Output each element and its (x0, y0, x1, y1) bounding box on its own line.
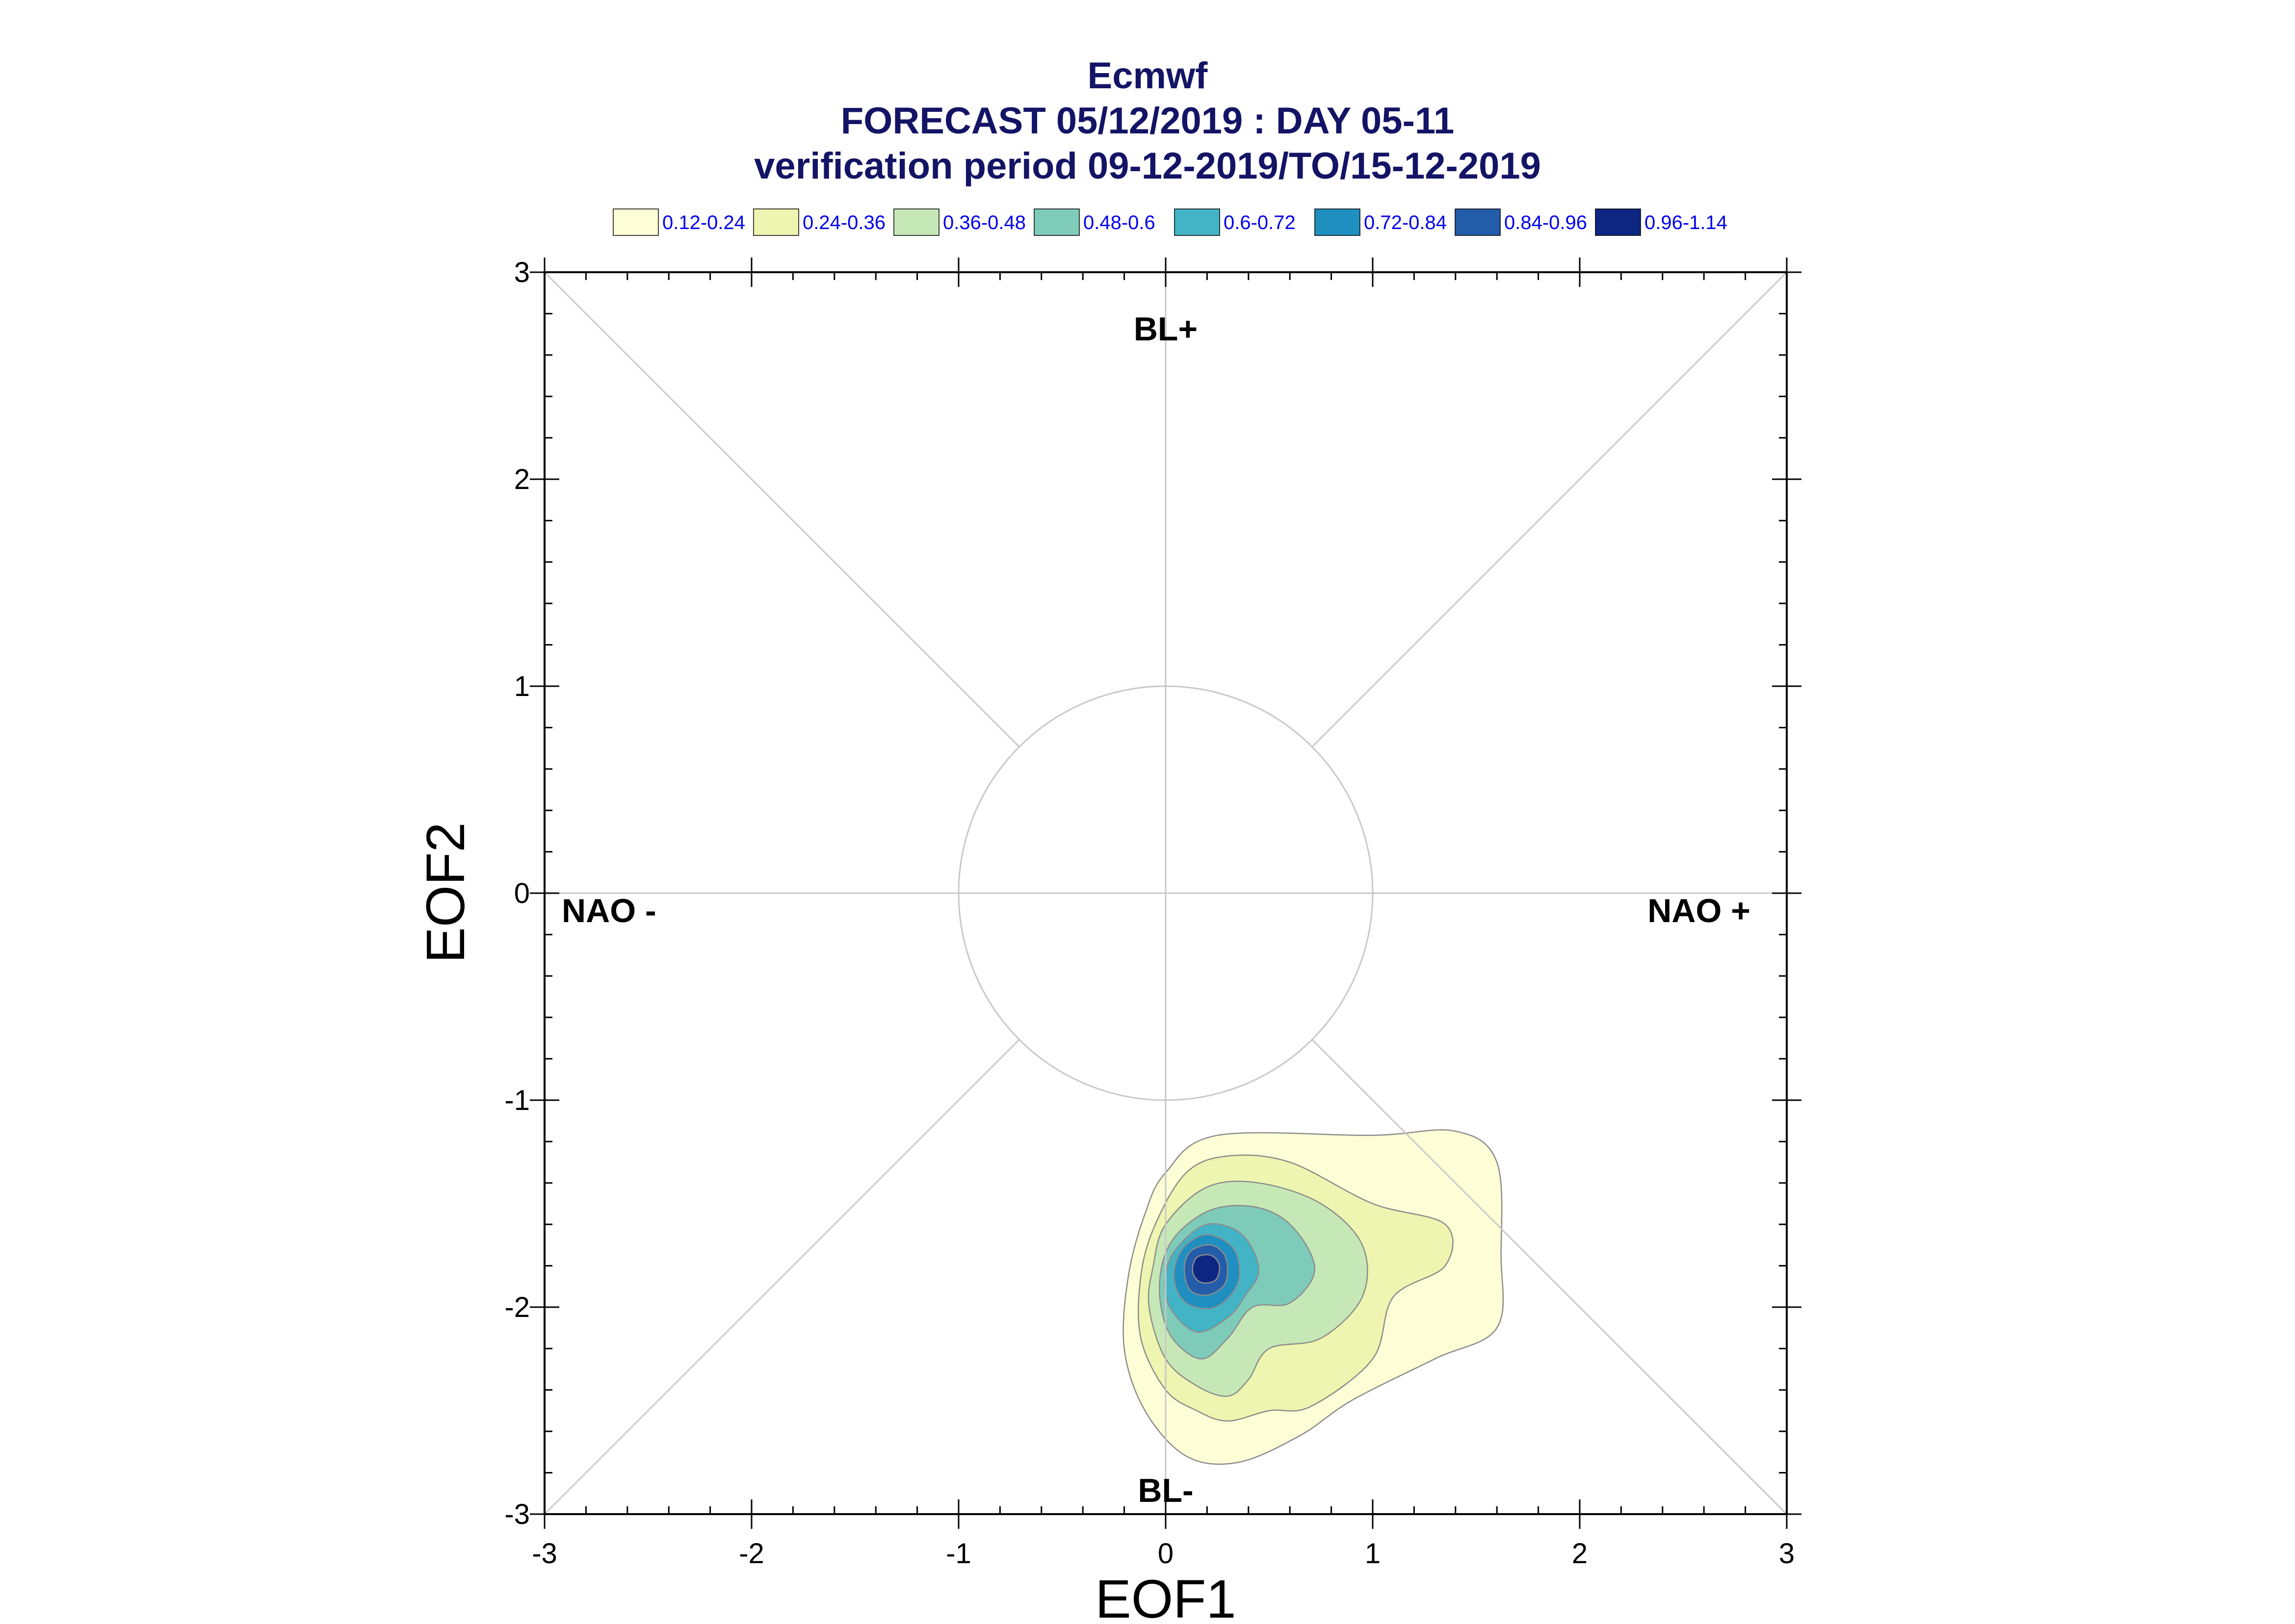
x-tick-label: -2 (739, 1538, 764, 1570)
legend-label: 0.96-1.14 (1644, 212, 1727, 233)
legend-swatch (1314, 208, 1360, 236)
y-tick-label: -2 (504, 1291, 530, 1323)
legend: 0.12-0.24 0.24-0.36 0.36-0.48 0.48-0.6 0.6-0… (613, 208, 1727, 236)
y-tick-label: -3 (504, 1498, 530, 1530)
axes: -3 -2 -1 0 1 2 3 -3 -2 -1 0 1 2 3 (504, 257, 1801, 1570)
unit-circle (958, 685, 1374, 1101)
x-tick-label: 2 (1572, 1538, 1588, 1570)
x-tick-label: 3 (1779, 1538, 1795, 1570)
x-tick-label: -3 (532, 1538, 557, 1570)
legend-swatch (1455, 208, 1501, 236)
y-axis-label: EOF2 (416, 822, 476, 963)
legend-label: 0.24-0.36 (803, 212, 886, 233)
legend-label: 0.6-0.72 (1224, 212, 1296, 233)
legend-swatch (613, 208, 659, 236)
region-label-nao-minus: NAO - (562, 892, 656, 929)
legend-label: 0.72-0.84 (1364, 212, 1447, 233)
chart-title: Ecmwf (1088, 55, 1208, 97)
y-tick-label: -1 (504, 1084, 530, 1116)
diagonal-line (1311, 1039, 1788, 1515)
region-label-nao-plus: NAO + (1647, 892, 1750, 929)
y-tick-label: 3 (514, 257, 530, 288)
guide-lines (544, 271, 1788, 1515)
region-label-bl-minus: BL- (1138, 1472, 1193, 1509)
legend-label: 0.36-0.48 (943, 212, 1026, 233)
density-contours (1122, 1129, 1504, 1465)
legend-swatch (753, 208, 799, 236)
legend-swatch (893, 208, 939, 236)
diagonal-line (1311, 271, 1788, 748)
region-label-bl-plus: BL+ (1134, 310, 1198, 348)
legend-label: 0.84-0.96 (1504, 212, 1587, 233)
y-tick-label: 0 (514, 877, 530, 909)
y-tick-label: 1 (514, 670, 530, 702)
diagonal-line (544, 1039, 1020, 1515)
legend-label: 0.48-0.6 (1083, 212, 1155, 233)
x-tick-label: -1 (946, 1538, 971, 1570)
diagonal-line (544, 271, 1020, 748)
legend-swatch (1595, 208, 1641, 236)
y-tick-label: 2 (514, 464, 530, 495)
legend-label: 0.12-0.24 (662, 212, 745, 233)
x-axis-label: EOF1 (1095, 1569, 1236, 1624)
chart-subtitle: FORECAST 05/12/2019 : DAY 05-11 (841, 100, 1454, 142)
x-tick-label: 0 (1158, 1538, 1174, 1570)
legend-swatch (1034, 208, 1080, 236)
legend-swatch (1174, 208, 1220, 236)
contour-level (1192, 1254, 1221, 1284)
x-tick-label: 1 (1365, 1538, 1381, 1570)
chart-subtitle-verification: verification period 09-12-2019/TO/15-12-… (754, 145, 1541, 187)
